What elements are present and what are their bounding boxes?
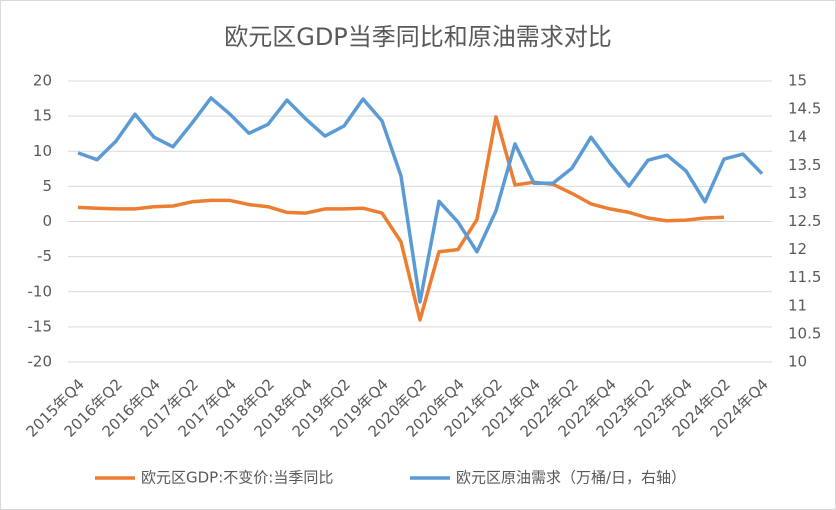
y-tick-label: 10 [33, 142, 52, 160]
y2-tick-label: 14 [788, 128, 807, 146]
y2-tick-label: 13.5 [788, 156, 821, 174]
legend-label: 欧元区GDP:不变价:当季同比 [141, 469, 333, 487]
y2-tick-label: 11.5 [788, 268, 821, 286]
y-tick-label: 20 [33, 72, 52, 90]
series-line [77, 115, 725, 322]
y-tick-label: 5 [42, 177, 52, 195]
y-tick-label: -15 [28, 317, 53, 335]
y2-tick-label: 14.5 [788, 100, 821, 118]
y-tick-label: -10 [28, 282, 53, 300]
legend-label: 欧元区原油需求（万桶/日，右轴） [456, 469, 686, 487]
y2-tick-label: 15 [788, 72, 807, 90]
y-tick-label: 0 [42, 212, 52, 230]
y2-tick-label: 10 [788, 353, 807, 371]
y-tick-label: -20 [28, 353, 53, 371]
y-tick-label: -5 [37, 247, 52, 265]
y2-tick-label: 12.5 [788, 212, 821, 230]
chart-title: 欧元区GDP当季同比和原油需求对比 [224, 23, 612, 51]
series-line [77, 96, 764, 304]
y2-tick-label: 10.5 [788, 324, 821, 342]
y2-tick-label: 13 [788, 184, 807, 202]
y2-tick-label: 11 [788, 296, 807, 314]
y2-tick-label: 12 [788, 240, 807, 258]
y-tick-label: 15 [33, 107, 52, 125]
